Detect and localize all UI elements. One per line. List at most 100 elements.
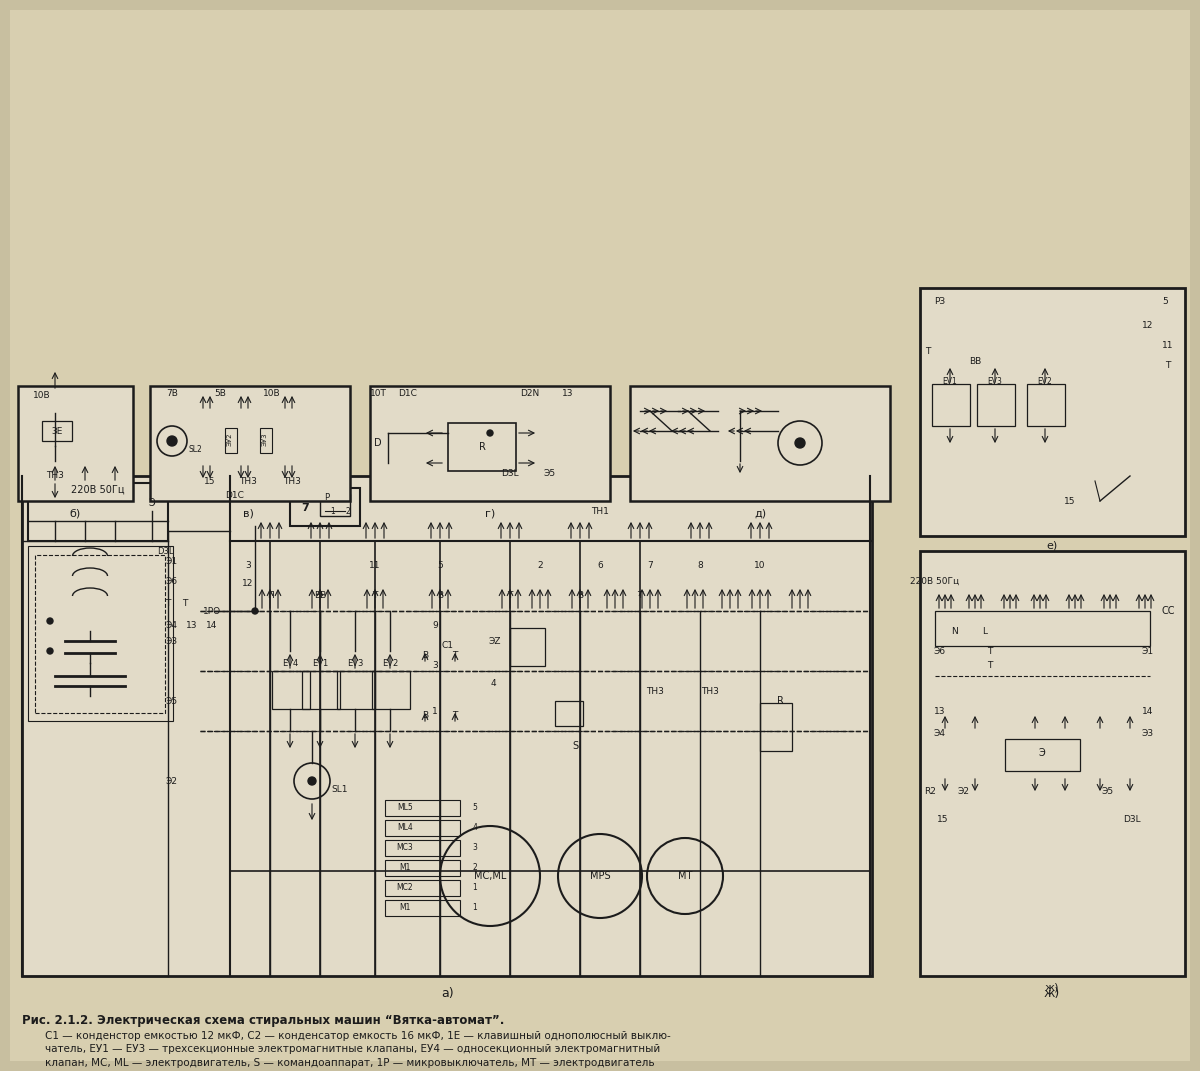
Text: R: R (479, 442, 486, 452)
Bar (28, 483, 168, 541)
Bar (22, 476, 872, 976)
Text: 3: 3 (432, 662, 438, 670)
Bar (42, 421, 72, 441)
Circle shape (308, 776, 316, 785)
Text: D: D (374, 438, 382, 448)
Text: 14: 14 (206, 621, 217, 631)
Text: T: T (925, 347, 931, 356)
Text: 3: 3 (245, 561, 251, 571)
Text: Э1: Э1 (1142, 647, 1154, 655)
Text: ж): ж) (1044, 986, 1060, 999)
Text: B: B (422, 651, 428, 661)
Text: СС: СС (1162, 606, 1175, 616)
Bar (510, 628, 545, 666)
Text: МPS: МPS (589, 871, 611, 881)
Bar (385, 820, 460, 836)
Text: T: T (988, 647, 992, 655)
Text: EV1: EV1 (943, 377, 958, 386)
Text: 7: 7 (647, 561, 653, 571)
Text: SL1: SL1 (331, 784, 348, 794)
Text: 220В 50Гц: 220В 50Гц (71, 485, 125, 495)
Text: 9: 9 (432, 621, 438, 631)
Text: 4: 4 (473, 824, 478, 832)
Text: S: S (572, 741, 578, 751)
Text: Э3: Э3 (166, 636, 178, 646)
Text: T: T (508, 591, 512, 601)
Text: ТН3: ТН3 (239, 477, 257, 485)
Text: SL2: SL2 (188, 444, 202, 453)
Text: ЗЕ: ЗЕ (52, 426, 62, 436)
Text: 5: 5 (1162, 297, 1168, 305)
Bar (935, 610, 1150, 646)
Text: 15: 15 (937, 815, 949, 824)
Text: Э6: Э6 (166, 576, 178, 586)
Circle shape (487, 429, 493, 436)
Bar (1027, 384, 1066, 426)
Text: T: T (452, 711, 457, 721)
Bar (226, 428, 238, 453)
Text: 14: 14 (1142, 707, 1153, 715)
Text: ML5: ML5 (397, 803, 413, 813)
Text: 13: 13 (186, 621, 198, 631)
Text: 220В 50Гц: 220В 50Гц (911, 576, 960, 586)
Bar (554, 702, 583, 726)
Text: R2: R2 (924, 786, 936, 796)
Bar (290, 488, 360, 526)
Circle shape (796, 438, 805, 448)
Circle shape (47, 648, 53, 654)
Text: ВВ: ВВ (314, 591, 326, 601)
Text: T: T (372, 591, 378, 601)
Text: ТН3: ТН3 (701, 687, 719, 695)
Text: 12: 12 (242, 579, 253, 588)
Text: 1: 1 (473, 904, 478, 912)
Text: ТН3: ТН3 (283, 477, 301, 485)
Bar (385, 860, 460, 876)
Text: EV1: EV1 (312, 659, 328, 667)
Text: МС,МL: МС,МL (474, 871, 506, 881)
Text: 10: 10 (755, 561, 766, 571)
Text: С1 — конденстор емкостью 12 мкФ, С2 — конденсатор емкость 16 мкФ, 1Е — клавишный: С1 — конденстор емкостью 12 мкФ, С2 — ко… (46, 1031, 671, 1041)
Text: P: P (324, 494, 330, 502)
Text: T: T (452, 651, 457, 661)
Text: Э4: Э4 (166, 621, 178, 631)
Text: 1: 1 (473, 884, 478, 892)
Text: 2: 2 (473, 863, 478, 873)
Text: 1: 1 (432, 707, 438, 715)
Bar (630, 386, 890, 501)
Bar (760, 703, 792, 751)
Text: Э3: Э3 (1142, 728, 1154, 738)
Text: 15: 15 (204, 477, 216, 485)
Text: R: R (776, 696, 784, 706)
Text: 7: 7 (301, 503, 308, 513)
Text: MC3: MC3 (397, 844, 413, 853)
Bar (370, 386, 610, 501)
Text: МТ: МТ (678, 871, 692, 881)
Circle shape (47, 618, 53, 624)
Bar (385, 800, 460, 816)
Text: 7В: 7В (166, 389, 178, 397)
Text: 15: 15 (1064, 497, 1075, 506)
Bar (28, 546, 173, 721)
Text: ML4: ML4 (397, 824, 413, 832)
Text: Э5: Э5 (1102, 786, 1114, 796)
Text: П: П (266, 591, 274, 601)
Text: D1C: D1C (226, 492, 245, 500)
Text: ЭZ: ЭZ (488, 636, 502, 646)
Text: а): а) (442, 986, 455, 999)
Text: ТН1: ТН1 (592, 507, 608, 515)
Text: ЭУ3: ЭУ3 (262, 433, 268, 446)
Text: клапан, МС, ML — электродвигатель, S — командоаппарат, 1Р — микровыключатель, МТ: клапан, МС, ML — электродвигатель, S — к… (46, 1058, 655, 1068)
Bar (35, 555, 166, 713)
Circle shape (252, 608, 258, 614)
Text: 1: 1 (331, 507, 335, 515)
Bar (932, 384, 970, 426)
Text: B: B (577, 591, 583, 601)
Bar (337, 672, 374, 709)
Text: ТН3: ТН3 (646, 687, 664, 695)
Bar (372, 672, 410, 709)
Text: 11: 11 (1163, 342, 1174, 350)
Text: д): д) (754, 508, 766, 518)
Text: 13: 13 (935, 707, 946, 715)
Circle shape (167, 436, 178, 446)
Bar (920, 288, 1186, 536)
